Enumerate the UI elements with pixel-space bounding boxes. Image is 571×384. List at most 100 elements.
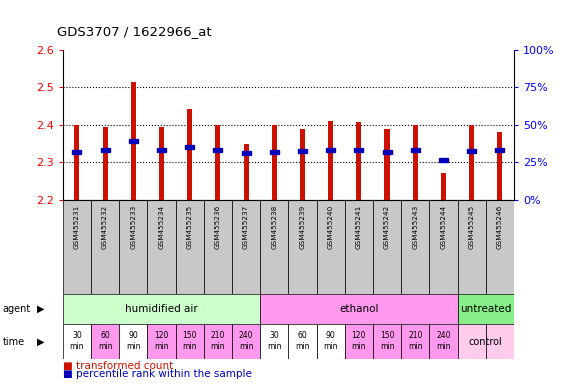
Text: ethanol: ethanol bbox=[339, 304, 379, 314]
Bar bbox=[119, 200, 147, 294]
Text: GSM455240: GSM455240 bbox=[328, 204, 333, 248]
Bar bbox=[260, 294, 457, 324]
Text: GSM455239: GSM455239 bbox=[299, 204, 305, 248]
Text: GSM455232: GSM455232 bbox=[102, 204, 108, 248]
Text: GDS3707 / 1622966_at: GDS3707 / 1622966_at bbox=[57, 25, 212, 38]
Bar bbox=[215, 125, 220, 200]
Bar bbox=[288, 200, 316, 294]
Text: GSM455236: GSM455236 bbox=[215, 204, 221, 248]
Text: 210
min: 210 min bbox=[408, 331, 423, 351]
Text: 90
min: 90 min bbox=[126, 331, 140, 351]
Bar bbox=[232, 324, 260, 359]
Bar bbox=[73, 150, 82, 154]
Bar bbox=[63, 200, 91, 294]
Bar bbox=[457, 200, 486, 294]
Bar bbox=[242, 151, 251, 155]
Text: GSM455235: GSM455235 bbox=[187, 204, 192, 248]
Bar bbox=[214, 148, 222, 152]
Bar bbox=[495, 148, 504, 152]
Bar bbox=[429, 200, 457, 294]
Bar bbox=[204, 200, 232, 294]
Bar bbox=[147, 200, 176, 294]
Text: ▶: ▶ bbox=[37, 337, 45, 347]
Text: GSM455245: GSM455245 bbox=[469, 204, 475, 248]
Bar bbox=[373, 324, 401, 359]
Text: control: control bbox=[469, 337, 502, 347]
Bar bbox=[345, 324, 373, 359]
Bar bbox=[401, 200, 429, 294]
Text: GSM455238: GSM455238 bbox=[271, 204, 278, 248]
Bar bbox=[401, 324, 429, 359]
Text: 240
min: 240 min bbox=[436, 331, 451, 351]
Text: ■ transformed count: ■ transformed count bbox=[63, 361, 173, 371]
Text: time: time bbox=[3, 337, 25, 347]
Bar bbox=[272, 125, 277, 200]
Text: 120
min: 120 min bbox=[154, 331, 169, 351]
Bar bbox=[176, 324, 204, 359]
Bar bbox=[345, 200, 373, 294]
Bar bbox=[497, 132, 502, 200]
Bar bbox=[63, 294, 260, 324]
Bar bbox=[159, 127, 164, 200]
Text: ■ percentile rank within the sample: ■ percentile rank within the sample bbox=[63, 369, 252, 379]
Bar bbox=[326, 148, 335, 152]
Bar bbox=[429, 324, 457, 359]
Bar bbox=[486, 200, 514, 294]
Text: agent: agent bbox=[3, 304, 31, 314]
Bar bbox=[411, 148, 420, 152]
Bar bbox=[413, 125, 418, 200]
Bar bbox=[232, 200, 260, 294]
Bar bbox=[74, 125, 79, 200]
Bar bbox=[129, 139, 138, 143]
Text: 150
min: 150 min bbox=[380, 331, 395, 351]
Text: GSM455237: GSM455237 bbox=[243, 204, 249, 248]
Bar bbox=[91, 200, 119, 294]
Bar bbox=[373, 200, 401, 294]
Text: GSM455233: GSM455233 bbox=[130, 204, 136, 248]
Bar bbox=[119, 324, 147, 359]
Bar bbox=[298, 149, 307, 153]
Bar bbox=[260, 324, 288, 359]
Bar bbox=[185, 146, 194, 149]
Text: GSM455244: GSM455244 bbox=[440, 204, 447, 248]
Bar bbox=[439, 159, 448, 162]
Bar bbox=[103, 127, 108, 200]
Bar bbox=[260, 200, 288, 294]
Text: 120
min: 120 min bbox=[352, 331, 366, 351]
Text: 60
min: 60 min bbox=[98, 331, 112, 351]
Bar bbox=[355, 148, 363, 152]
Bar bbox=[356, 122, 361, 200]
Bar bbox=[270, 150, 279, 154]
Bar bbox=[187, 109, 192, 200]
Bar bbox=[91, 324, 119, 359]
Bar bbox=[467, 149, 476, 153]
Bar bbox=[63, 324, 91, 359]
Text: GSM455234: GSM455234 bbox=[159, 204, 164, 248]
Text: GSM455243: GSM455243 bbox=[412, 204, 418, 248]
Text: 210
min: 210 min bbox=[211, 331, 225, 351]
Bar bbox=[316, 200, 345, 294]
Bar bbox=[383, 150, 392, 154]
Bar bbox=[328, 121, 333, 200]
Text: 240
min: 240 min bbox=[239, 331, 254, 351]
Text: 90
min: 90 min bbox=[323, 331, 338, 351]
Bar bbox=[469, 125, 474, 200]
Bar bbox=[384, 129, 389, 200]
Bar bbox=[204, 324, 232, 359]
Text: ▶: ▶ bbox=[37, 304, 45, 314]
Text: humidified air: humidified air bbox=[125, 304, 198, 314]
Bar bbox=[441, 173, 446, 200]
Bar bbox=[300, 129, 305, 200]
Text: GSM455231: GSM455231 bbox=[74, 204, 80, 248]
Bar bbox=[316, 324, 345, 359]
Text: GSM455242: GSM455242 bbox=[384, 204, 390, 248]
Bar bbox=[176, 200, 204, 294]
Text: 150
min: 150 min bbox=[182, 331, 197, 351]
Bar bbox=[457, 294, 514, 324]
Text: GSM455241: GSM455241 bbox=[356, 204, 362, 248]
Text: 30
min: 30 min bbox=[267, 331, 282, 351]
Text: untreated: untreated bbox=[460, 304, 512, 314]
Bar bbox=[100, 148, 110, 152]
Text: 60
min: 60 min bbox=[295, 331, 309, 351]
Text: 30
min: 30 min bbox=[70, 331, 84, 351]
